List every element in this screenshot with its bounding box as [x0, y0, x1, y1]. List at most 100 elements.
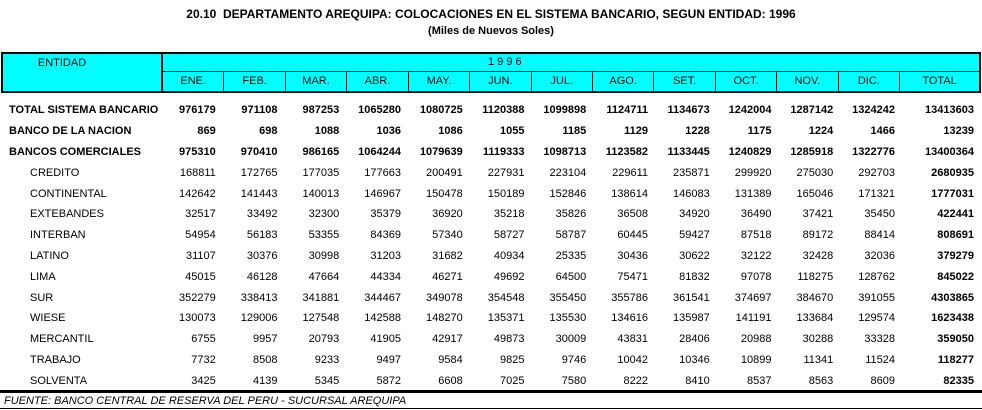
table-row: BANCO DE LA NACION 869 698 1088 1036 1086 1055… — [1, 121, 981, 142]
month-value: 1120388 — [482, 104, 525, 117]
month-value: 1088 — [314, 125, 340, 138]
month-value: 35218 — [493, 208, 525, 221]
month-value: 131389 — [734, 187, 772, 200]
month-value: 869 — [197, 125, 216, 138]
report-title: 20.10 DEPARTAMENTO AREQUIPA: COLOCACIONE… — [186, 7, 796, 21]
month-value: 168811 — [179, 166, 216, 179]
month-value: 58787 — [555, 229, 587, 242]
table-row: LATINO 31107 30376 30998 31203 31682 40934 2533… — [1, 246, 981, 267]
month-value: 4139 — [253, 374, 278, 387]
month-value: 970410 — [240, 145, 278, 158]
month-value: 88414 — [864, 229, 895, 242]
data-table: ENTIDAD 1 9 9 6 ENE. FEB. MAR. ABR. MAY. JUN.… — [1, 52, 981, 391]
month-value: 177663 — [364, 166, 401, 179]
month-value: 9584 — [438, 353, 463, 366]
month-value: 975310 — [179, 145, 216, 158]
month-value: 344467 — [364, 291, 401, 304]
month-value: 28406 — [679, 333, 710, 346]
month-value: 30288 — [802, 333, 834, 346]
month-value: 150478 — [426, 187, 463, 200]
column-header-total: TOTAL — [922, 75, 957, 87]
month-value: 36508 — [617, 208, 648, 221]
total-value: 118277 — [937, 353, 974, 366]
month-value: 1134673 — [667, 104, 710, 117]
month-value: 338413 — [240, 291, 278, 304]
month-value: 142642 — [179, 187, 216, 200]
month-value: 146967 — [364, 187, 401, 200]
month-value: 135371 — [487, 312, 525, 325]
month-value: 60445 — [617, 229, 648, 242]
table-row: EXTEBANDES 32517 33492 32300 35379 36920 35218… — [1, 204, 981, 225]
month-value: 1285918 — [790, 145, 834, 158]
footer-divider — [0, 390, 982, 393]
total-value: 359050 — [937, 333, 974, 346]
month-value: 89172 — [802, 229, 834, 242]
row-label: INTERBAN — [30, 229, 86, 242]
row-label: SUR — [30, 291, 54, 304]
month-value: 31203 — [370, 249, 401, 262]
table-row: WIESE 130073 129006 127548 142588 148270 13537… — [1, 308, 981, 329]
month-value: 1228 — [685, 125, 710, 138]
month-value: 10042 — [617, 353, 648, 366]
month-value: 59427 — [679, 229, 710, 242]
month-value: 987253 — [302, 104, 340, 117]
month-value: 46128 — [246, 270, 278, 283]
month-value: 53355 — [308, 229, 340, 242]
month-value: 229611 — [612, 166, 648, 179]
month-value: 7025 — [500, 374, 525, 387]
total-value: 82335 — [943, 374, 974, 387]
month-value: 32036 — [864, 249, 895, 262]
month-value: 391055 — [858, 291, 895, 304]
month-value: 30376 — [246, 249, 278, 262]
month-value: 1224 — [808, 125, 834, 138]
month-value: 1129 — [624, 125, 648, 138]
month-value: 165046 — [796, 187, 834, 200]
month-value: 352279 — [179, 291, 216, 304]
month-value: 177035 — [302, 166, 340, 179]
month-value: 5872 — [376, 374, 401, 387]
month-value: 30622 — [679, 249, 710, 262]
column-header-jun: JUN. — [470, 72, 532, 91]
month-value: 1080725 — [419, 104, 463, 117]
column-header-abr: ABR. — [347, 72, 409, 91]
month-value: 36920 — [432, 208, 463, 221]
table-row: CREDITO 168811 172765 177035 177663 200491 227… — [1, 162, 981, 183]
table-header: ENTIDAD 1 9 9 6 ENE. FEB. MAR. ABR. MAY. JUN.… — [1, 52, 981, 93]
total-value: 1623438 — [931, 312, 974, 325]
month-value: 146083 — [673, 187, 710, 200]
month-value: 1079639 — [419, 145, 463, 158]
table-row: SUR 352279 338413 341881 344467 349078 354548 3… — [1, 287, 981, 308]
month-value: 37421 — [802, 208, 834, 221]
month-value: 976179 — [179, 104, 216, 117]
month-value: 30998 — [308, 249, 340, 262]
row-label: BANCOS COMERCIALES — [9, 145, 142, 158]
month-value: 30436 — [617, 249, 648, 262]
month-value: 374697 — [734, 291, 772, 304]
row-label: LATINO — [30, 249, 69, 262]
month-value: 8410 — [685, 374, 710, 387]
table-row: SOLVENTA 3425 4139 5345 5872 6608 7025 7580 8222… — [1, 370, 981, 391]
month-value: 32517 — [185, 208, 216, 221]
month-value: 36490 — [740, 208, 772, 221]
month-value: 128762 — [858, 270, 895, 283]
month-value: 81832 — [679, 270, 710, 283]
month-value: 31107 — [185, 249, 216, 262]
month-value: 8508 — [253, 353, 278, 366]
month-value: 1099898 — [543, 104, 587, 117]
month-value: 129574 — [858, 312, 895, 325]
month-value: 698 — [259, 125, 278, 138]
column-header-jul: JUL. — [532, 72, 593, 91]
month-value: 45015 — [185, 270, 216, 283]
month-value: 10346 — [679, 353, 710, 366]
total-value: 13400364 — [925, 145, 974, 158]
month-value: 138614 — [611, 187, 648, 200]
month-value: 49873 — [493, 333, 525, 346]
month-value: 141443 — [240, 187, 278, 200]
month-value: 33328 — [864, 333, 895, 346]
total-value: 379279 — [937, 249, 974, 262]
column-header-dic: DIC. — [839, 72, 901, 91]
month-value: 1324242 — [852, 104, 895, 117]
row-label: SOLVENTA — [30, 374, 88, 387]
month-value: 5345 — [314, 374, 340, 387]
